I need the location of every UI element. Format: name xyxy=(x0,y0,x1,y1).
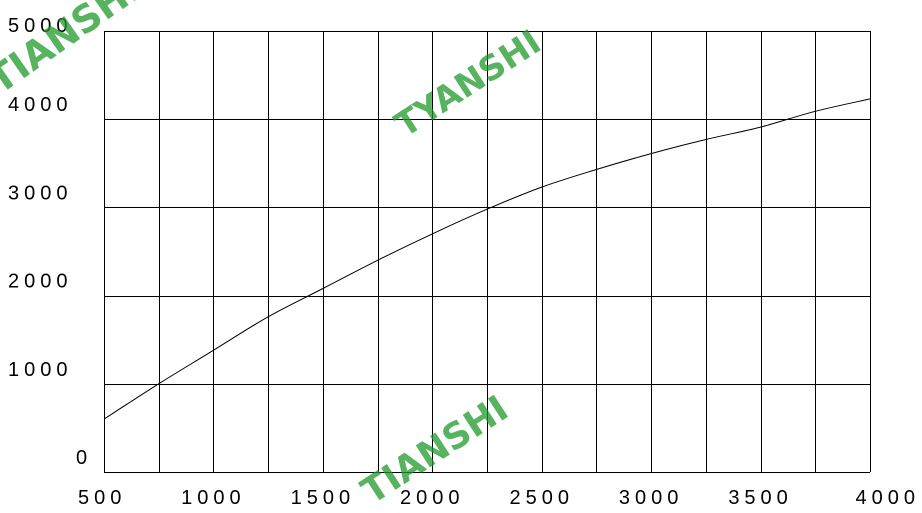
y-tick-label: 2000 xyxy=(8,271,73,293)
y-tick-label: 5000 xyxy=(8,15,73,37)
x-tick-label: 1000 xyxy=(181,487,246,509)
x-tick-label: 4000 xyxy=(856,487,921,509)
x-tick-label: 2000 xyxy=(400,487,465,509)
y-tick-label: 4000 xyxy=(8,94,73,116)
series-line-0 xyxy=(103,98,871,420)
x-tick-label: 3500 xyxy=(728,487,793,509)
x-tick-label: 3000 xyxy=(619,487,684,509)
tick-labels: 500 1000 1500 2000 2500 3000 3500 4000 0 1000 2000… xyxy=(8,15,921,509)
x-tick-label: 2500 xyxy=(509,487,574,509)
y-tick-label: 0 xyxy=(76,447,92,469)
series-layer xyxy=(103,98,871,420)
x-tick-label: 500 xyxy=(78,487,126,509)
grid xyxy=(104,31,871,473)
watermark-layer: TIANSHI TYANSHI TIANSHI xyxy=(0,0,548,513)
y-tick-label: 1000 xyxy=(8,359,73,381)
watermark-logo-top-center: TYANSHI xyxy=(388,22,548,145)
y-tick-label: 3000 xyxy=(8,182,73,204)
x-tick-label: 1500 xyxy=(291,487,356,509)
